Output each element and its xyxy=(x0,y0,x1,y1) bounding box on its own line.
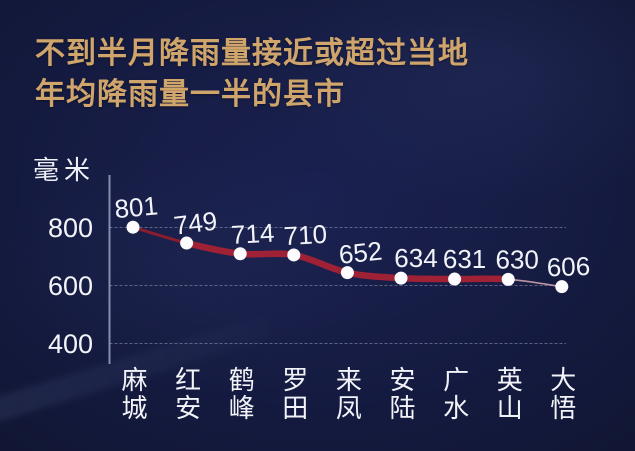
series-line xyxy=(183,239,512,283)
data-point-label: 630 xyxy=(496,244,539,274)
data-point-label: 710 xyxy=(283,219,328,251)
data-point-label: 714 xyxy=(230,218,275,250)
data-point-label: 606 xyxy=(546,251,590,282)
page-title: 不到半月降雨量接近或超过当地 年均降雨量一半的县市 xyxy=(35,33,469,115)
data-point-label: 634 xyxy=(394,243,437,273)
data-point-label: 631 xyxy=(443,244,486,274)
y-axis-tick-label: 600 xyxy=(48,271,93,301)
title-line-1: 不到半月降雨量接近或超过当地 xyxy=(35,37,469,70)
data-point xyxy=(555,280,569,294)
y-axis-tick-label: 800 xyxy=(48,213,93,243)
data-point xyxy=(448,272,462,286)
data-point xyxy=(126,220,140,234)
y-axis-unit-label: 毫米 xyxy=(33,155,96,185)
y-axis-tick-label: 400 xyxy=(48,329,93,359)
title-line-2: 年均降雨量一半的县市 xyxy=(35,78,345,111)
data-point-label: 652 xyxy=(337,236,383,270)
data-point xyxy=(287,248,301,262)
data-point xyxy=(233,247,247,261)
data-point xyxy=(394,271,408,285)
data-point-label: 801 xyxy=(113,190,159,224)
data-point xyxy=(501,272,515,286)
data-point-label: 749 xyxy=(172,206,219,241)
data-point xyxy=(180,236,194,250)
data-point xyxy=(340,266,354,280)
